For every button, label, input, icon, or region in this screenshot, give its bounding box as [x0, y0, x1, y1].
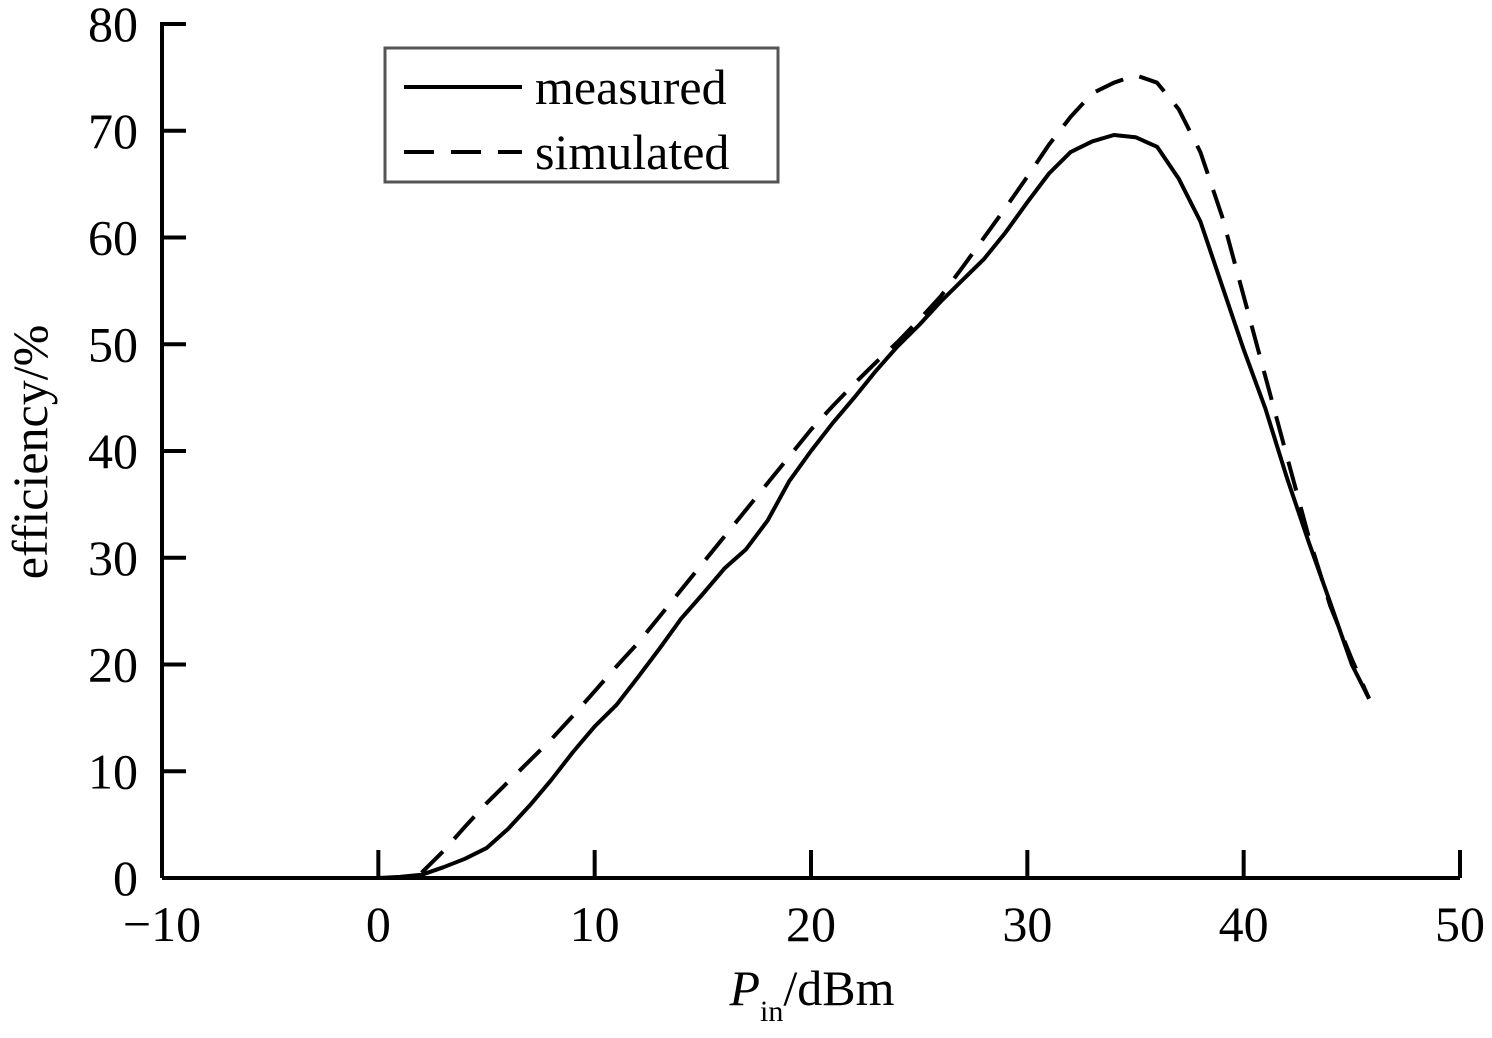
- y-tick-label: 40: [88, 423, 138, 479]
- legend-box: [383, 46, 780, 184]
- legend-label-measured: measured: [535, 59, 727, 115]
- y-tick-label: 80: [88, 0, 138, 52]
- x-tick-label: −10: [123, 896, 201, 952]
- x-tick-label: 0: [366, 896, 391, 952]
- x-axis-title: Pin/dBm: [728, 960, 894, 1028]
- legend-label-simulated: simulated: [535, 124, 729, 180]
- x-axis-title-sub: in: [760, 995, 783, 1028]
- y-tick-label: 10: [88, 743, 138, 799]
- x-tick-label: 40: [1219, 896, 1269, 952]
- series-line-measured: [378, 133, 1371, 880]
- y-tick-label: 0: [113, 850, 138, 906]
- y-axis-title: efficiency/%: [2, 325, 58, 580]
- series-line-simulated: [420, 73, 1371, 875]
- x-axis-title-unit: /dBm: [783, 960, 894, 1016]
- x-axis-title-main: P: [728, 960, 760, 1016]
- series-layer: [378, 73, 1371, 880]
- x-tick-label: 50: [1435, 896, 1485, 952]
- y-tick-label: 60: [88, 210, 138, 266]
- y-tick-label: 70: [88, 103, 138, 159]
- x-tick-label: 10: [570, 896, 620, 952]
- y-tick-label: 50: [88, 316, 138, 372]
- legend: measured simulated: [383, 46, 780, 184]
- x-tick-label: 30: [1002, 896, 1052, 952]
- y-tick-label: 20: [88, 637, 138, 693]
- y-tick-label: 30: [88, 530, 138, 586]
- x-tick-label: 20: [786, 896, 836, 952]
